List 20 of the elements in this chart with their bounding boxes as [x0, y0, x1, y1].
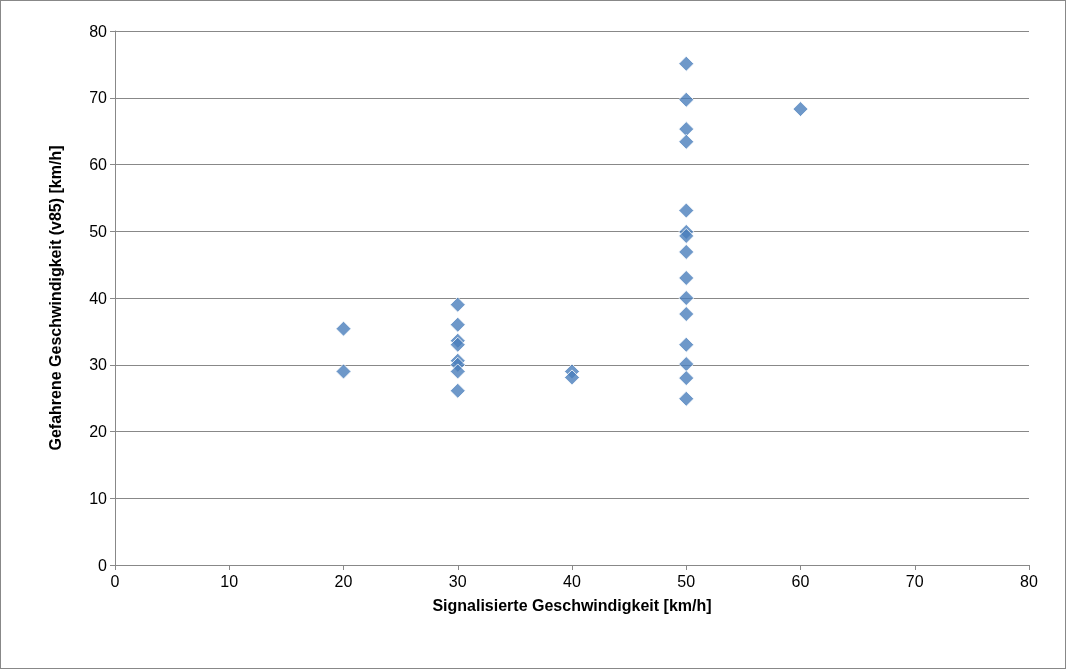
y-tick-label: 80	[89, 22, 108, 40]
x-tick-label: 70	[905, 572, 924, 590]
x-tick-label: 0	[110, 572, 120, 590]
x-tick-label: 50	[677, 572, 696, 590]
x-tick-label: 20	[334, 572, 353, 590]
y-tick-label: 20	[89, 423, 108, 440]
y-tick-label: 70	[89, 89, 108, 107]
x-tick-label: 40	[563, 572, 581, 590]
x-tick-label: 60	[791, 572, 810, 590]
y-tick-label: 10	[89, 489, 108, 507]
y-tick-label: 60	[89, 156, 108, 173]
y-tick-label: 0	[98, 556, 108, 574]
x-tick-label: 30	[448, 572, 467, 590]
y-axis-title: Gefahrene Geschwindigkeit (v85) [km/h]	[46, 145, 64, 451]
x-tick-label: 10	[220, 572, 239, 590]
y-tick-label: 50	[89, 222, 108, 240]
x-axis-title: Signalisierte Geschwindigkeit [km/h]	[432, 596, 712, 614]
x-tick-label: 80	[1020, 572, 1038, 590]
y-tick-label: 40	[89, 289, 108, 307]
y-tick-label: 30	[89, 356, 108, 374]
